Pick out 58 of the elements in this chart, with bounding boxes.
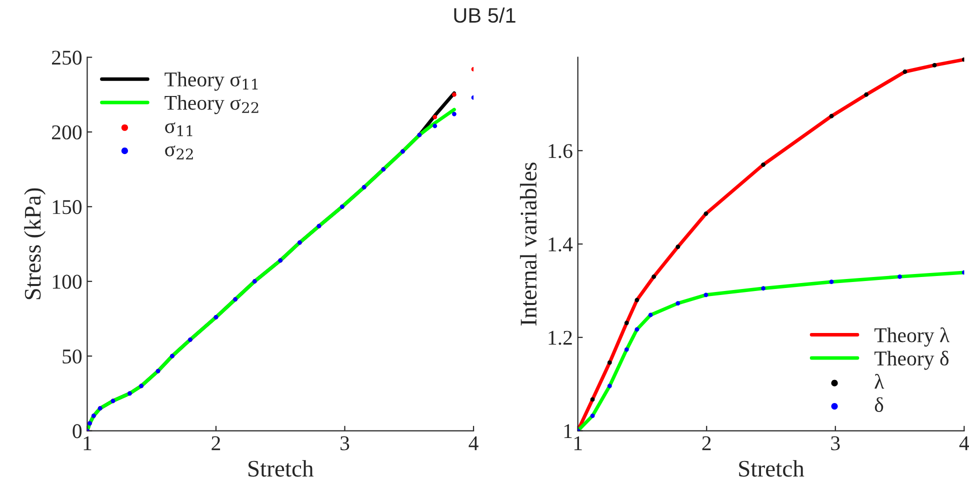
x-tick-label: 3 <box>340 436 350 450</box>
point <box>607 360 612 365</box>
point <box>898 274 902 279</box>
point <box>471 67 474 72</box>
point <box>829 114 834 118</box>
point <box>704 211 708 216</box>
x-tick-label: 4 <box>959 436 969 450</box>
legend-label: Theory λ <box>874 327 950 347</box>
x-axis-title: Stretch <box>248 460 314 477</box>
point <box>624 347 629 352</box>
chart-title: UB 5/1 <box>454 7 516 23</box>
y-tick-label: 1.4 <box>548 237 573 252</box>
y-tick-label: 1.6 <box>548 144 572 158</box>
point <box>432 124 438 128</box>
point <box>676 244 680 250</box>
legend-label: λ <box>874 374 884 389</box>
point <box>704 292 708 298</box>
point <box>864 92 868 97</box>
x-tick-label: 3 <box>831 436 840 450</box>
x-tick-label: 1 <box>574 436 582 450</box>
x-tick-label: 2 <box>702 436 711 450</box>
point <box>452 112 456 116</box>
point <box>761 162 766 167</box>
point <box>432 114 438 120</box>
y-tick-label: 150 <box>52 200 82 214</box>
x-tick-label: 1 <box>84 436 92 450</box>
legend-label: Theory σ$_{11}$ <box>164 72 258 91</box>
point <box>624 320 629 326</box>
point <box>902 70 908 74</box>
y-tick-label: 0 <box>72 424 82 438</box>
legend-label: δ <box>874 397 884 412</box>
x-tick-label: 2 <box>212 436 220 450</box>
y-axis-title: Stress (kPa) <box>24 188 46 300</box>
point <box>590 397 595 402</box>
y-tick-label: 50 <box>62 349 82 364</box>
point <box>590 414 595 418</box>
point <box>634 298 640 302</box>
legend-label: σ$_{11}$ <box>165 122 192 136</box>
point <box>452 92 456 97</box>
y-tick-label: 200 <box>52 125 82 140</box>
legend-label: Theory σ$_{22}$ <box>164 95 258 114</box>
y-tick-label: 1 <box>564 424 572 438</box>
point <box>932 63 937 68</box>
point <box>761 286 766 291</box>
y-tick-label: 1.2 <box>548 330 572 345</box>
point <box>829 280 834 284</box>
y-tick-label: 250 <box>52 50 82 65</box>
y-tick-label: 100 <box>52 274 82 289</box>
point <box>676 301 680 306</box>
point <box>648 312 653 318</box>
point <box>652 274 656 279</box>
legend-label: σ$_{22}$ <box>165 145 193 160</box>
y-axis-title: Internal variables <box>520 162 537 326</box>
point <box>607 384 612 388</box>
legend-label: Theory δ <box>874 350 949 370</box>
point <box>634 327 640 332</box>
x-axis-title: Stretch <box>739 460 804 477</box>
x-tick-label: 4 <box>468 436 478 450</box>
